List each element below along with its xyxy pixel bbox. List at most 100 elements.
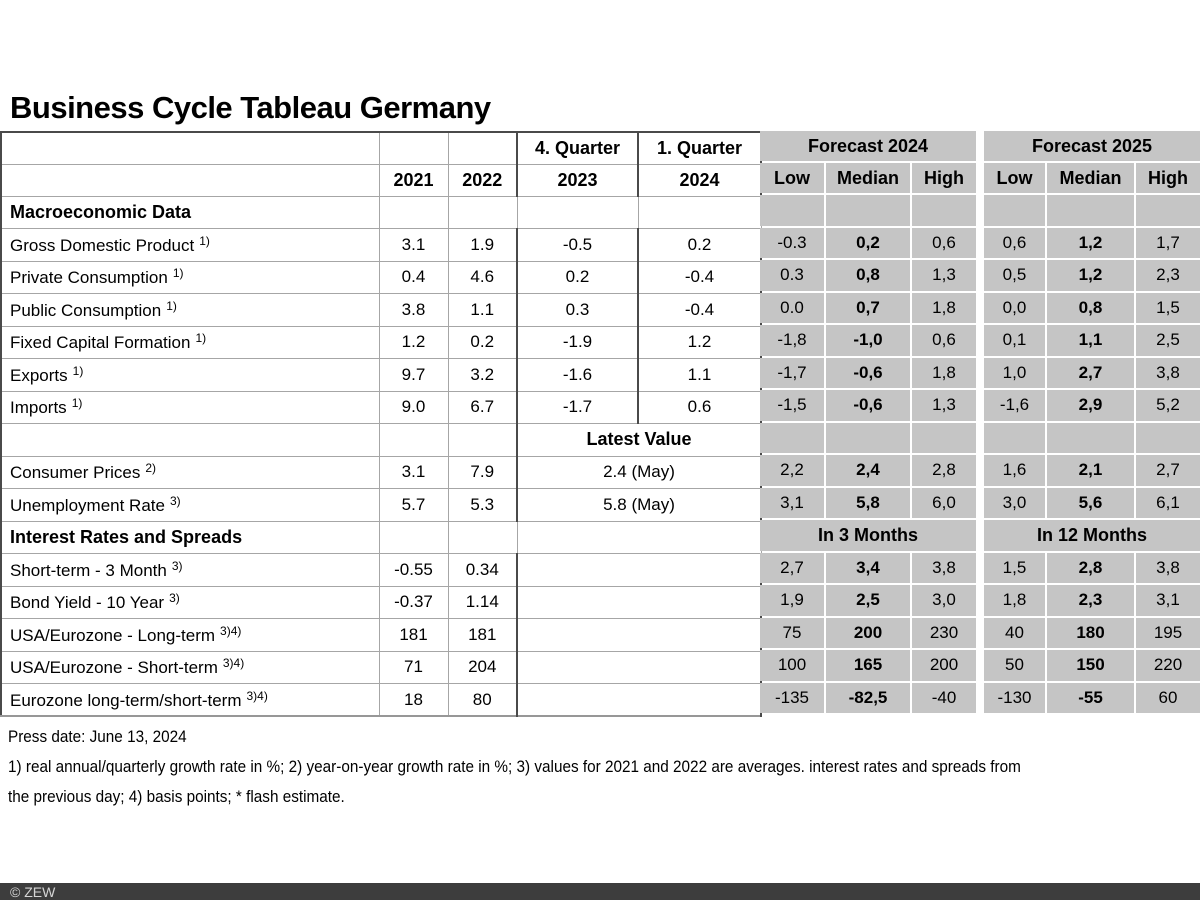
forecast-cell: -1,7: [760, 357, 824, 388]
footnote-ref: 1): [195, 331, 207, 346]
forecast-cell: 3,0: [984, 487, 1045, 518]
value-q4-2023: -1.7: [516, 390, 639, 424]
forecast-cell: 75: [760, 617, 824, 648]
forecast-cell: 0,6: [984, 227, 1045, 258]
forecast-cell: 1,1: [1047, 325, 1134, 356]
latest-value-cell: [516, 585, 762, 619]
page-title: Business Cycle Tableau Germany: [10, 90, 491, 125]
forecast-cell: 2,8: [1047, 552, 1134, 583]
forecast-cell: 0,0: [984, 292, 1045, 323]
footnote-line-1: 1) real annual/quarterly growth rate in …: [8, 757, 1021, 776]
forecast-cell: 200: [826, 617, 910, 648]
forecast-cell: 0,8: [1047, 292, 1134, 323]
latest-value-cell: 2.4 (May): [516, 455, 762, 489]
row-label: Fixed Capital Formation 1): [0, 325, 380, 359]
forecast-cell: 1,8: [984, 585, 1045, 616]
forecast-cell: 1,7: [1136, 227, 1200, 258]
forecast-cell: 3,8: [1136, 552, 1200, 583]
value-2022: 181: [447, 618, 518, 652]
value-q4-2023: 0.2: [516, 260, 639, 294]
footnote-ref: 3): [169, 493, 181, 508]
forecast-cell: 0,6: [912, 227, 976, 258]
value-2021: 9.7: [378, 358, 449, 392]
forecast-cell: -82,5: [826, 682, 910, 713]
row-label: Eurozone long-term/short-term 3)4): [0, 683, 380, 717]
value-2021: 3.8: [378, 293, 449, 327]
value-2022: 3.2: [447, 358, 518, 392]
header-2021: 2021: [378, 163, 449, 197]
forecast-cell: -0,6: [826, 390, 910, 421]
forecast-cell: 5,2: [1136, 390, 1200, 421]
header-low-2025: Low: [984, 163, 1045, 193]
forecast-cell: 3,4: [826, 552, 910, 583]
empty-cell: [516, 520, 762, 554]
header-median-2024: Median: [826, 163, 910, 193]
row-label: Private Consumption 1): [0, 260, 380, 294]
forecast-cell: 1,2: [1047, 260, 1134, 291]
forecast-cell: -55: [1047, 682, 1134, 713]
forecast-cell: 0,1: [984, 325, 1045, 356]
forecast-cell: 1,5: [1136, 292, 1200, 323]
value-2021: -0.55: [378, 553, 449, 587]
header-empty: [447, 131, 518, 165]
value-2022: 1.9: [447, 228, 518, 262]
header-median-2025: Median: [1047, 163, 1134, 193]
forecast-grid: Forecast 2024 Forecast 2025 Low Median High L…: [760, 131, 1200, 713]
forecast-cell: [760, 195, 824, 226]
forecast-cell: 0.0: [760, 292, 824, 323]
footnote-ref: 2): [145, 461, 157, 476]
forecast-cell: 200: [912, 650, 976, 681]
row-label: Unemployment Rate 3): [0, 488, 380, 522]
header-q4-quarter: 4. Quarter: [516, 131, 639, 165]
forecast-cell: [826, 195, 910, 226]
value-2022: 1.14: [447, 585, 518, 619]
forecast-cell: 165: [826, 650, 910, 681]
forecast-cell: 6,1: [1136, 487, 1200, 518]
row-label: Public Consumption 1): [0, 293, 380, 327]
value-q1-2024: -0.4: [637, 260, 762, 294]
forecast-cell: -1,8: [760, 325, 824, 356]
empty-cell: [516, 195, 639, 229]
value-2021: 9.0: [378, 390, 449, 424]
forecast-cell: 0,5: [984, 260, 1045, 291]
value-2021: 71: [378, 650, 449, 684]
value-2021: -0.37: [378, 585, 449, 619]
forecast-cell: 2,7: [1047, 357, 1134, 388]
latest-value-cell: 5.8 (May): [516, 488, 762, 522]
value-q1-2024: 0.6: [637, 390, 762, 424]
row-label: Exports 1): [0, 358, 380, 392]
forecast-cell: 1,5: [984, 552, 1045, 583]
forecast-cell: 2,5: [1136, 325, 1200, 356]
forecast-cell: 0,2: [826, 227, 910, 258]
footnote-ref: 1): [72, 363, 84, 378]
footer: Press date: June 13, 2024 1) real annual…: [8, 722, 1198, 812]
press-date: Press date: June 13, 2024: [8, 727, 187, 746]
value-2022: 6.7: [447, 390, 518, 424]
forecast-cell: 2,3: [1136, 260, 1200, 291]
forecast-cell: 2,3: [1047, 585, 1134, 616]
forecast-cell: [826, 422, 910, 453]
forecast-cell: [984, 195, 1045, 226]
value-q4-2023: -1.6: [516, 358, 639, 392]
value-2022: 1.1: [447, 293, 518, 327]
latest-value-cell: [516, 650, 762, 684]
forecast-cell: 2,2: [760, 455, 824, 486]
header-q1-quarter: 1. Quarter: [637, 131, 762, 165]
value-2022: 7.9: [447, 455, 518, 489]
empty-cell: [447, 423, 518, 457]
historical-data-table: 4. Quarter 1. Quarter 2021 2022 2023 2024 Macr…: [0, 131, 762, 717]
footnote-ref: 1): [199, 233, 210, 248]
value-2022: 204: [447, 650, 518, 684]
forecast-cell: 1,6: [984, 455, 1045, 486]
forecast-cell: 1,3: [912, 260, 976, 291]
forecast-cell: 2,8: [912, 455, 976, 486]
forecast-cell: 220: [1136, 650, 1200, 681]
forecast-2025-header: Forecast 2025: [984, 131, 1200, 161]
empty-cell: [447, 195, 518, 229]
value-2021: 0.4: [378, 260, 449, 294]
empty-cell: [637, 195, 762, 229]
forecast-2024-header: Forecast 2024: [760, 131, 976, 161]
value-q4-2023: -0.5: [516, 228, 639, 262]
value-q1-2024: 0.2: [637, 228, 762, 262]
forecast-cell: 100: [760, 650, 824, 681]
